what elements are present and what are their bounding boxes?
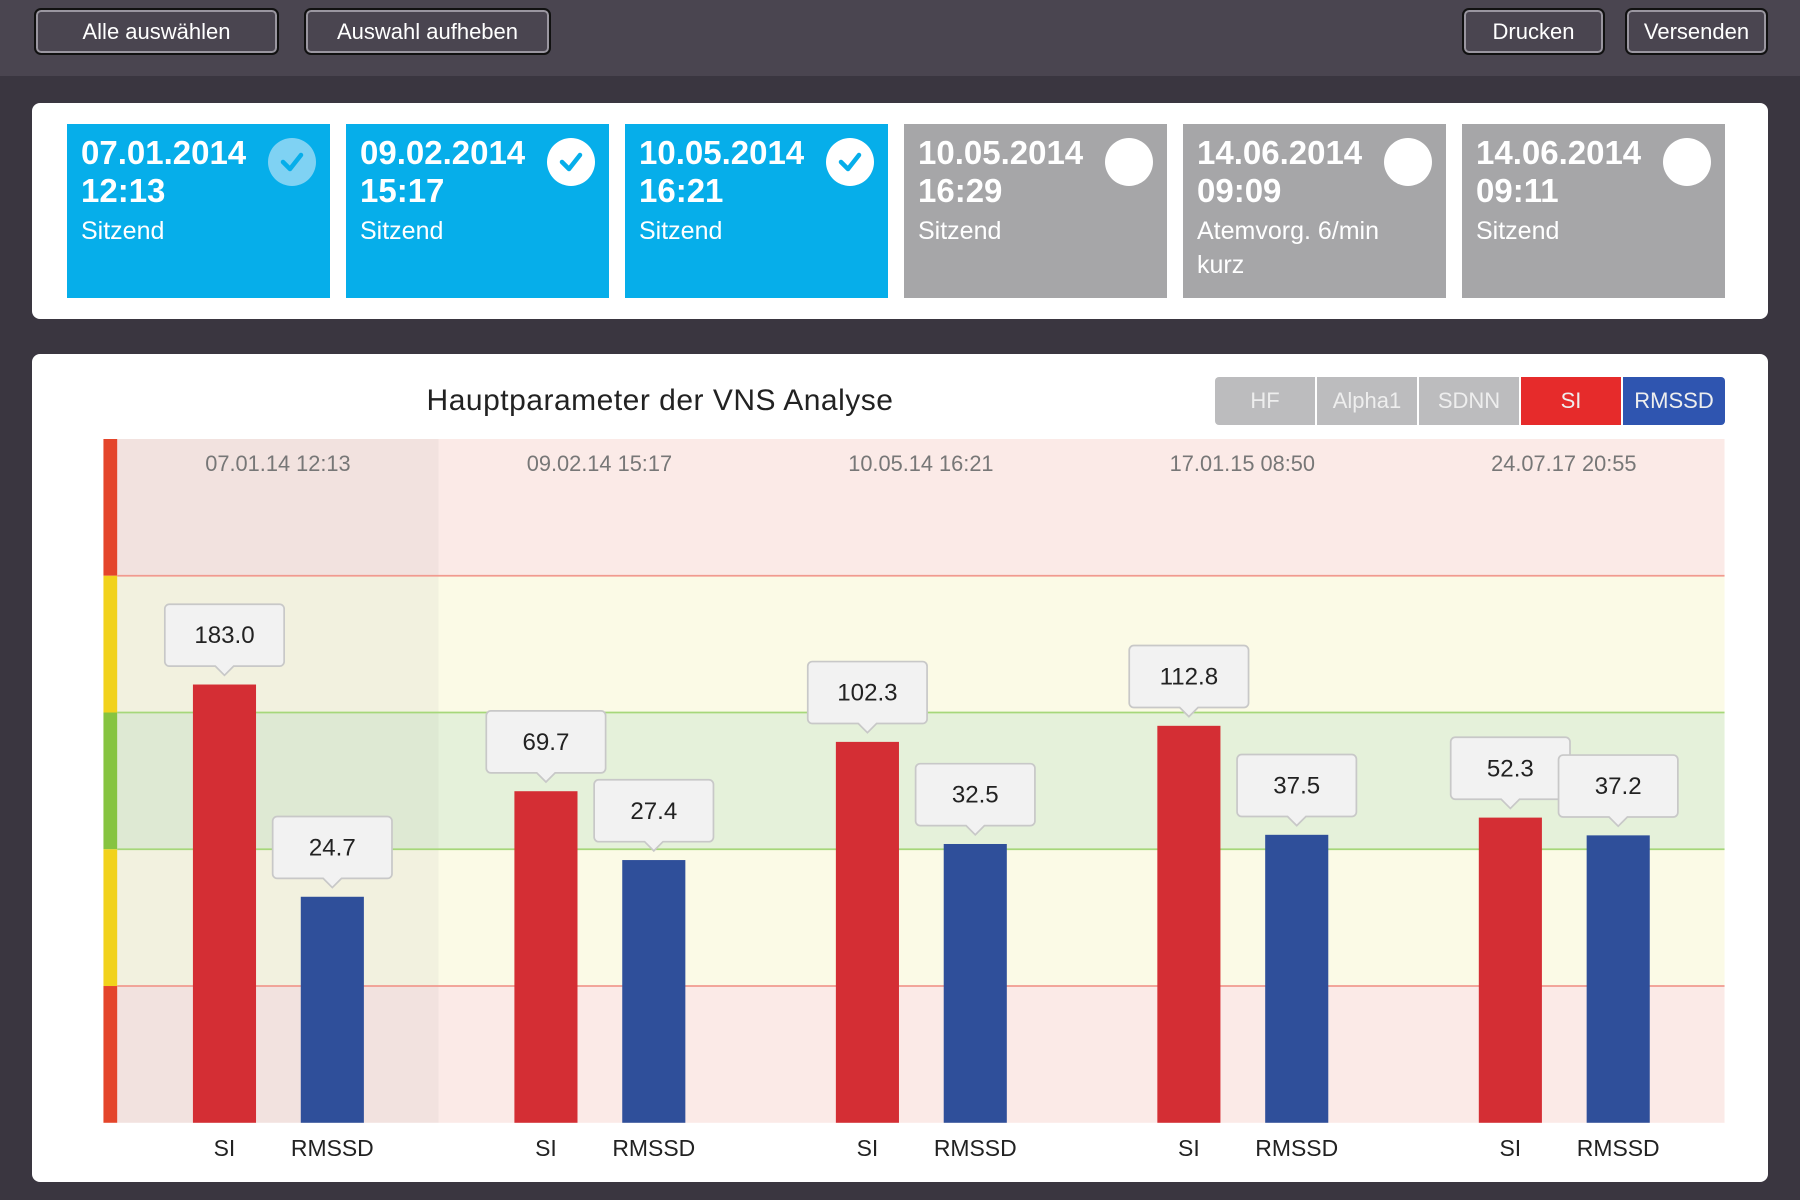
- value-label: 27.4: [630, 798, 677, 825]
- value-callout: 24.7: [271, 815, 393, 889]
- value-label: 69.7: [523, 729, 570, 756]
- chart-panel: Hauptparameter der VNS Analyse HF Alpha1 S…: [32, 354, 1768, 1182]
- series-axis-label: SI: [857, 1135, 879, 1161]
- column-date-label: 10.05.14 16:21: [848, 451, 993, 476]
- value-label: 112.8: [1160, 664, 1218, 691]
- card-time: 09:09: [1197, 172, 1282, 209]
- series-axis-label: RMSSD: [612, 1135, 695, 1161]
- value-callout: 32.5: [914, 762, 1036, 837]
- card-time: 16:29: [918, 172, 1003, 209]
- bar-chart: 07.01.14 12:13 183.0 SI 24.7 RMSSD 09.02.14 1…: [103, 439, 1725, 1161]
- highlighted-column: [117, 439, 439, 1123]
- card-date: 09.02.2014: [360, 134, 526, 171]
- card-date: 14.06.2014: [1476, 134, 1642, 171]
- print-button[interactable]: Drucken: [1462, 8, 1605, 55]
- green-zone-marker: [103, 712, 118, 850]
- si-bar[interactable]: [514, 791, 578, 1123]
- value-callout: 27.4: [593, 778, 715, 853]
- column-date-label: 17.01.15 08:50: [1170, 451, 1315, 476]
- rmssd-bar[interactable]: [1265, 834, 1329, 1123]
- value-callout: 37.2: [1557, 754, 1679, 828]
- check-icon[interactable]: [268, 138, 316, 186]
- measurement-card[interactable]: 10.05.2014 16:29 Sitzend: [904, 124, 1167, 298]
- series-axis-label: RMSSD: [291, 1135, 374, 1161]
- red-zone-marker: [103, 986, 118, 1123]
- series-axis-label: RMSSD: [934, 1135, 1017, 1161]
- measurement-selector: 07.01.2014 12:13 Sitzend 09.02.2014 15:17 Si…: [32, 103, 1768, 319]
- series-axis-label: SI: [214, 1135, 236, 1161]
- card-date: 10.05.2014: [639, 134, 805, 171]
- value-label: 102.3: [837, 680, 897, 707]
- toggle-si[interactable]: SI: [1521, 377, 1623, 425]
- card-mode: Sitzend: [81, 217, 165, 245]
- unchecked-circle-icon[interactable]: [1663, 138, 1711, 186]
- toolbar: Alle auswählen Auswahl aufheben Drucken …: [0, 0, 1800, 76]
- value-label: 32.5: [952, 782, 999, 809]
- measurement-card[interactable]: 14.06.2014 09:09 Atemvorg. 6/min kurz: [1183, 124, 1446, 298]
- rmssd-bar[interactable]: [1586, 835, 1650, 1123]
- column-date-label: 07.01.14 12:13: [205, 451, 350, 476]
- check-icon[interactable]: [826, 138, 874, 186]
- series-axis-label: RMSSD: [1577, 1135, 1660, 1161]
- value-callout: 102.3: [806, 660, 928, 734]
- value-label: 37.5: [1273, 773, 1320, 800]
- value-label: 37.2: [1595, 773, 1642, 800]
- si-bar[interactable]: [835, 741, 899, 1123]
- value-callout: 112.8: [1128, 644, 1250, 718]
- red-zone-band: [117, 986, 1725, 1123]
- rmssd-bar[interactable]: [300, 896, 364, 1123]
- yellow-zone-marker: [103, 849, 118, 987]
- value-callout: 37.5: [1236, 753, 1358, 827]
- series-axis-label: SI: [535, 1135, 557, 1161]
- value-callout: 183.0: [163, 603, 285, 677]
- si-bar[interactable]: [1157, 725, 1221, 1123]
- value-label: 24.7: [309, 834, 356, 861]
- rmssd-bar[interactable]: [622, 860, 686, 1123]
- si-bar[interactable]: [192, 684, 257, 1123]
- card-date: 10.05.2014: [918, 134, 1084, 171]
- card-time: 16:21: [639, 172, 724, 209]
- red-zone-band: [117, 439, 1725, 576]
- series-axis-label: SI: [1500, 1135, 1522, 1161]
- measurement-card[interactable]: 10.05.2014 16:21 Sitzend: [625, 124, 888, 298]
- unchecked-circle-icon[interactable]: [1105, 138, 1153, 186]
- column-date-label: 24.07.17 20:55: [1491, 451, 1636, 476]
- toggle-sdnn[interactable]: SDNN: [1419, 377, 1521, 425]
- value-callout: 69.7: [485, 710, 607, 784]
- toggle-hf[interactable]: HF: [1215, 377, 1317, 425]
- si-bar[interactable]: [1478, 817, 1542, 1123]
- unchecked-circle-icon[interactable]: [1384, 138, 1432, 186]
- measurement-card[interactable]: 09.02.2014 15:17 Sitzend: [346, 124, 609, 298]
- card-mode: Sitzend: [918, 217, 1002, 245]
- rmssd-bar[interactable]: [943, 843, 1007, 1123]
- yellow-zone-marker: [103, 575, 118, 713]
- select-all-button[interactable]: Alle auswählen: [34, 8, 279, 55]
- chart-title: Hauptparameter der VNS Analyse: [426, 384, 894, 417]
- value-label: 183.0: [194, 622, 254, 649]
- card-time: 12:13: [81, 172, 166, 209]
- card-mode: Atemvorg. 6/min kurz: [1197, 217, 1380, 279]
- card-date: 07.01.2014: [81, 134, 247, 171]
- measurement-card[interactable]: 14.06.2014 09:11 Sitzend: [1462, 124, 1725, 298]
- series-axis-label: SI: [1178, 1135, 1200, 1161]
- check-icon[interactable]: [547, 138, 595, 186]
- measurement-card[interactable]: 07.01.2014 12:13 Sitzend: [67, 124, 330, 298]
- value-label: 52.3: [1487, 755, 1534, 782]
- red-zone-marker: [103, 439, 118, 576]
- value-callout: 52.3: [1449, 736, 1571, 810]
- card-time: 15:17: [360, 172, 445, 209]
- deselect-button[interactable]: Auswahl aufheben: [304, 8, 551, 55]
- card-mode: Sitzend: [639, 217, 723, 245]
- parameter-toggles: HF Alpha1 SDNN SI RMSSD: [1215, 377, 1725, 425]
- card-date: 14.06.2014: [1197, 134, 1363, 171]
- card-mode: Sitzend: [360, 217, 444, 245]
- card-time: 09:11: [1476, 172, 1559, 209]
- series-axis-label: RMSSD: [1255, 1135, 1338, 1161]
- column-date-label: 09.02.14 15:17: [527, 451, 672, 476]
- send-button[interactable]: Versenden: [1625, 8, 1768, 55]
- card-mode: Sitzend: [1476, 217, 1560, 245]
- toggle-rmssd[interactable]: RMSSD: [1623, 377, 1725, 425]
- toggle-alpha1[interactable]: Alpha1: [1317, 377, 1419, 425]
